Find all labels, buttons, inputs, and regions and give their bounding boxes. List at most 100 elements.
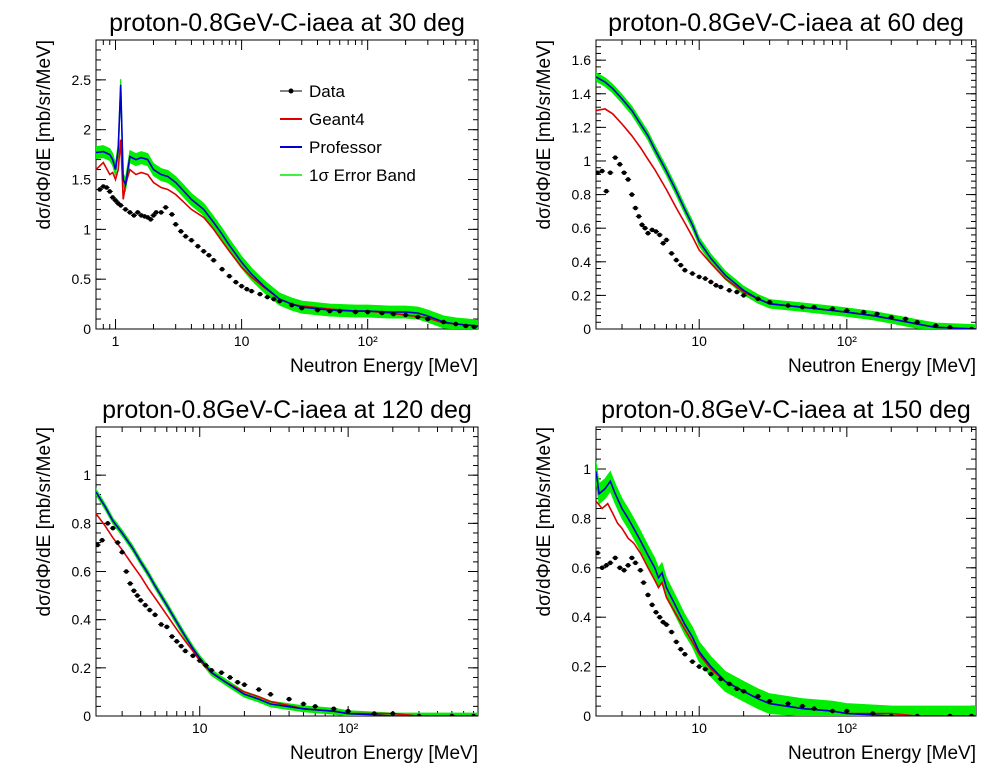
data-point xyxy=(110,525,116,531)
data-point xyxy=(645,230,651,236)
data-point xyxy=(183,234,188,239)
data-point xyxy=(617,162,623,167)
data-point xyxy=(678,647,684,652)
data-point xyxy=(390,711,396,716)
data-point xyxy=(696,274,702,280)
data-point xyxy=(143,602,148,608)
data-point xyxy=(277,298,282,304)
chart-title: proton-0.8GeV-C-iaea at 120 deg xyxy=(102,396,472,424)
data-point xyxy=(625,177,631,182)
chart-title: proton-0.8GeV-C-iaea at 30 deg xyxy=(109,9,465,37)
y-tick-label: 0 xyxy=(83,708,91,724)
data-point xyxy=(625,563,631,568)
data-point xyxy=(660,241,666,246)
data-point xyxy=(682,267,688,273)
data-point xyxy=(785,303,791,308)
y-tick-label: 2 xyxy=(83,122,91,138)
data-point xyxy=(653,229,659,234)
y-tick-label: 0.2 xyxy=(72,660,92,676)
data-point xyxy=(286,696,292,702)
x-axis-label: Neutron Energy [MeV] xyxy=(788,356,976,377)
y-axis-label: dσ/dΦ/dE [mb/sr/MeV] xyxy=(534,427,555,617)
data-point xyxy=(633,560,638,566)
data-point xyxy=(830,306,835,312)
data-point xyxy=(135,593,140,598)
data-point xyxy=(110,195,116,200)
legend-swatch xyxy=(288,88,294,94)
chart-panel: proton-0.8GeV-C-iaea at 30 deg 0 0.5 1 1.5 2 2… xyxy=(34,9,479,377)
data-point xyxy=(158,210,164,215)
y-tick-label: 0 xyxy=(583,321,591,337)
data-point xyxy=(147,607,152,613)
data-point xyxy=(371,711,377,716)
y-tick-label: 1 xyxy=(583,461,591,477)
data-point xyxy=(755,693,761,699)
chart-panel: proton-0.8GeV-C-iaea at 60 deg 0 0.2 0.4 0.6… xyxy=(534,9,977,377)
chart-panel: proton-0.8GeV-C-iaea at 150 deg 0 0.2 0.4 0.… xyxy=(534,396,977,764)
data-point xyxy=(301,701,306,707)
x-tick-label: 10 xyxy=(691,333,707,349)
data-point xyxy=(195,243,201,249)
data-point xyxy=(612,555,618,561)
data-point xyxy=(441,319,446,325)
y-axis-label: dσ/dΦ/dE [mb/sr/MeV] xyxy=(34,40,55,230)
data-point xyxy=(947,325,953,329)
data-point xyxy=(713,283,719,288)
data-point xyxy=(639,222,645,228)
y-tick-label: 0.6 xyxy=(572,220,592,236)
y-tick-label: 0.8 xyxy=(572,187,592,203)
data-point xyxy=(914,319,920,325)
data-point xyxy=(741,688,746,694)
data-point xyxy=(708,279,714,285)
data-point xyxy=(337,308,343,314)
plot-area xyxy=(596,461,976,716)
data-point xyxy=(811,304,817,310)
y-tick-label: 1 xyxy=(83,221,91,237)
data-point xyxy=(947,713,953,716)
plot-frame xyxy=(595,426,977,717)
x-tick-label: 10 xyxy=(691,720,707,736)
y-tick-label: 0.6 xyxy=(72,564,92,580)
data-point xyxy=(265,294,270,300)
data-point xyxy=(888,713,894,716)
data-point xyxy=(657,614,662,620)
data-point xyxy=(158,622,164,627)
y-tick-label: 0.4 xyxy=(572,254,592,270)
data-point xyxy=(331,706,337,712)
y-tick-label: 1 xyxy=(83,467,91,483)
data-point xyxy=(151,213,156,218)
data-point xyxy=(233,279,239,285)
data-point xyxy=(96,542,100,548)
data-point xyxy=(690,271,695,276)
data-point xyxy=(682,651,688,657)
data-point xyxy=(718,284,724,290)
data-point xyxy=(629,192,635,197)
data-point xyxy=(734,289,740,295)
data-point xyxy=(599,565,605,571)
x-tick-label: 10² xyxy=(837,333,858,349)
data-point xyxy=(163,205,168,210)
data-point xyxy=(612,155,618,160)
legend-label: Professor xyxy=(309,138,382,157)
x-tick-label: 10² xyxy=(837,720,858,736)
plot-frame xyxy=(595,39,977,330)
data-point xyxy=(206,252,212,258)
data-point xyxy=(127,581,133,586)
data-point xyxy=(669,629,674,635)
data-point xyxy=(708,671,714,677)
data-point xyxy=(127,210,133,215)
y-tick-label: 2.5 xyxy=(72,72,92,88)
data-point xyxy=(755,296,761,302)
y-tick-label: 0.4 xyxy=(72,612,92,628)
data-point xyxy=(353,309,358,315)
data-point xyxy=(107,189,113,194)
data-point xyxy=(239,283,244,289)
professor-line xyxy=(96,491,478,716)
data-point xyxy=(596,550,600,556)
data-point xyxy=(312,704,318,709)
data-point xyxy=(115,540,120,545)
data-point xyxy=(415,314,421,320)
data-point xyxy=(785,701,791,706)
y-axis-label: dσ/dΦ/dE [mb/sr/MeV] xyxy=(534,40,555,230)
